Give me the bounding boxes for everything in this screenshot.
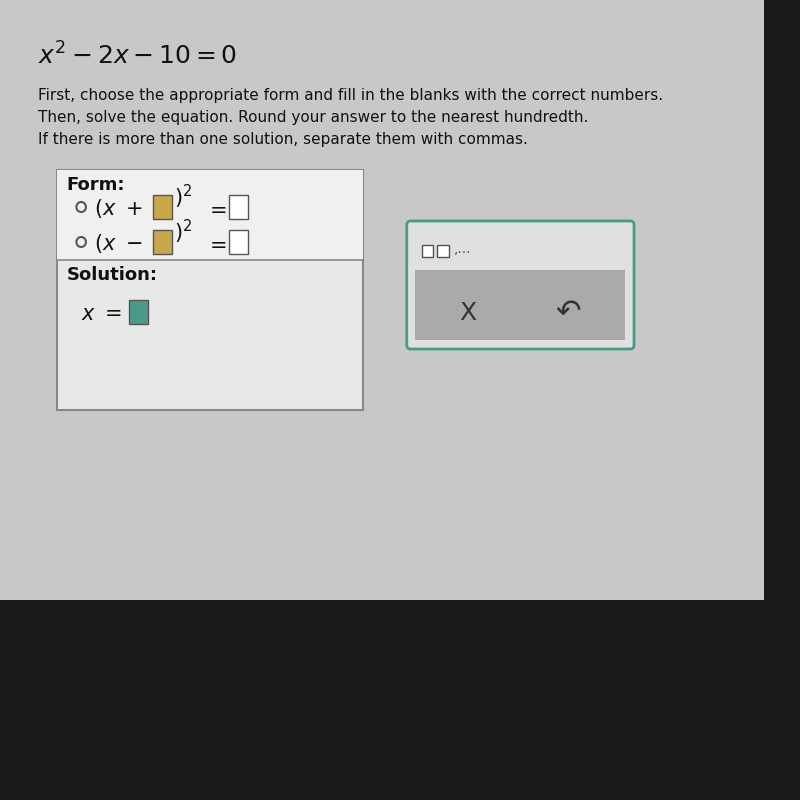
- Text: $x^2 - 2x - 10 = 0$: $x^2 - 2x - 10 = 0$: [38, 42, 238, 70]
- FancyBboxPatch shape: [406, 221, 634, 349]
- Text: First, choose the appropriate form and fill in the blanks with the correct numbe: First, choose the appropriate form and f…: [38, 88, 663, 103]
- FancyBboxPatch shape: [0, 0, 764, 600]
- Text: ↶: ↶: [555, 298, 581, 327]
- FancyBboxPatch shape: [438, 245, 449, 257]
- Text: $(x\ +$: $(x\ +$: [94, 197, 142, 220]
- Text: ,...: ,...: [454, 242, 471, 256]
- FancyBboxPatch shape: [229, 230, 248, 254]
- Text: $)^2$: $)^2$: [174, 218, 192, 246]
- FancyBboxPatch shape: [415, 270, 626, 340]
- Text: $=$: $=$: [206, 200, 226, 219]
- FancyBboxPatch shape: [58, 170, 363, 260]
- Text: X: X: [459, 301, 477, 325]
- Text: $(x\ -$: $(x\ -$: [94, 232, 142, 255]
- FancyBboxPatch shape: [229, 195, 248, 219]
- Text: $x\ =$: $x\ =$: [81, 305, 122, 324]
- Text: Then, solve the equation. Round your answer to the nearest hundredth.: Then, solve the equation. Round your ans…: [38, 110, 589, 125]
- FancyBboxPatch shape: [58, 170, 363, 410]
- Text: $)^2$: $)^2$: [174, 182, 192, 210]
- FancyBboxPatch shape: [153, 230, 172, 254]
- FancyBboxPatch shape: [129, 300, 148, 324]
- FancyBboxPatch shape: [422, 245, 434, 257]
- FancyBboxPatch shape: [153, 195, 172, 219]
- Text: $=$: $=$: [206, 235, 226, 254]
- Text: If there is more than one solution, separate them with commas.: If there is more than one solution, sepa…: [38, 132, 528, 147]
- Text: Solution:: Solution:: [67, 266, 158, 284]
- Text: Form:: Form:: [67, 176, 126, 194]
